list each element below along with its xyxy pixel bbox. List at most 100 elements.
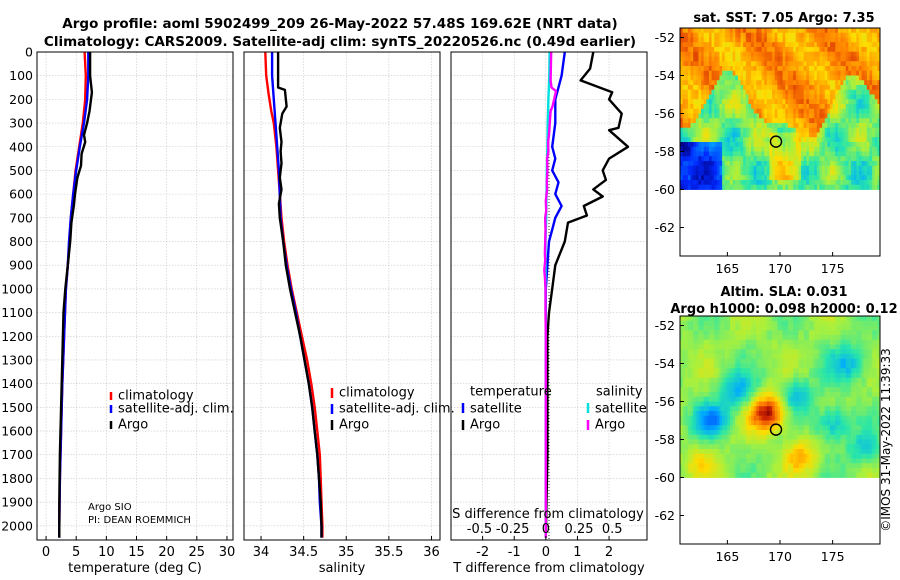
map-cell — [756, 146, 760, 152]
map-cell — [840, 70, 844, 76]
map-cell — [798, 415, 802, 421]
map-cell — [740, 151, 744, 157]
map-cell — [685, 70, 689, 76]
map-cell — [724, 349, 728, 355]
map-cell — [856, 373, 860, 379]
map-cell — [685, 363, 689, 369]
map-cell — [698, 449, 702, 455]
map-cell — [764, 387, 768, 393]
map-cell — [864, 415, 868, 421]
map-cell — [824, 368, 828, 374]
map-cell — [774, 449, 778, 455]
map-cell — [685, 387, 689, 393]
map-cell — [748, 80, 752, 86]
map-cell — [743, 349, 747, 355]
map-cell — [708, 123, 712, 129]
map-cell — [774, 37, 778, 43]
map-cell — [748, 449, 752, 455]
map-cell — [766, 108, 770, 114]
map-cell — [837, 51, 841, 57]
map-cell — [827, 415, 831, 421]
map-cell — [740, 156, 744, 162]
map-cell — [832, 156, 836, 162]
depth-tick-label: 0 — [25, 45, 33, 60]
map-cell — [814, 137, 818, 143]
map-cell — [748, 420, 752, 426]
map-cell — [822, 142, 826, 148]
map-cell — [774, 368, 778, 374]
map-cell — [727, 94, 731, 100]
map-cell — [685, 127, 689, 133]
map-cell — [808, 123, 812, 129]
map-cell — [758, 396, 762, 402]
map-cell — [690, 368, 694, 374]
map-cell — [708, 320, 712, 326]
map-cell — [808, 401, 812, 407]
map-cell — [766, 320, 770, 326]
map-cell — [751, 47, 755, 53]
map-cell — [748, 66, 752, 72]
map-cell — [808, 51, 812, 57]
map-cell — [848, 420, 852, 426]
map-cell — [748, 377, 752, 383]
map-cell — [787, 444, 791, 450]
map-cell — [764, 85, 768, 91]
map-cell — [745, 94, 749, 100]
map-cell — [711, 392, 715, 398]
map-cell — [830, 434, 834, 440]
map-cell — [764, 184, 768, 190]
map-cell — [787, 66, 791, 72]
map-cell — [856, 444, 860, 450]
map-cell — [790, 320, 794, 326]
map-cell — [832, 320, 836, 326]
map-cell — [787, 137, 791, 143]
map-cell — [848, 170, 852, 176]
map-cell — [827, 320, 831, 326]
map-cell — [808, 165, 812, 171]
map-cell — [803, 66, 807, 72]
map-cell — [695, 165, 699, 171]
map-cell — [714, 330, 718, 336]
map-cell — [858, 28, 862, 34]
map-cell — [877, 42, 881, 48]
map-cell — [740, 42, 744, 48]
series-climatology — [58, 51, 88, 538]
map-cell — [861, 420, 865, 426]
map-cell — [698, 132, 702, 138]
map-cell — [708, 316, 712, 322]
map-cell — [869, 66, 873, 72]
map-cell — [693, 113, 697, 119]
map-cell — [853, 316, 857, 322]
map-cell — [877, 363, 881, 369]
map-cell — [756, 61, 760, 67]
map-cell — [716, 123, 720, 129]
map-cell — [853, 28, 857, 34]
map-cell — [853, 358, 857, 364]
map-cell — [743, 330, 747, 336]
map-cell — [758, 363, 762, 369]
map-cell — [711, 420, 715, 426]
map-cell — [795, 66, 799, 72]
map-cell — [827, 32, 831, 38]
map-cell — [766, 146, 770, 152]
map-cell — [830, 127, 834, 133]
map-cell — [730, 170, 734, 176]
map-cell — [727, 401, 731, 407]
map-cell — [703, 99, 707, 105]
map-cell — [743, 358, 747, 364]
map-cell — [695, 373, 699, 379]
map-cell — [822, 94, 826, 100]
map-cell — [814, 142, 818, 148]
map-cell — [722, 330, 726, 336]
map-cell — [695, 325, 699, 331]
map-cell — [740, 146, 744, 152]
map-cell — [716, 387, 720, 393]
map-cell — [777, 439, 781, 445]
map-cell — [735, 415, 739, 421]
map-cell — [856, 316, 860, 322]
map-cell — [822, 354, 826, 360]
map-cell — [682, 99, 686, 105]
map-cell — [743, 161, 747, 167]
map-cell — [787, 358, 791, 364]
map-cell — [748, 132, 752, 138]
